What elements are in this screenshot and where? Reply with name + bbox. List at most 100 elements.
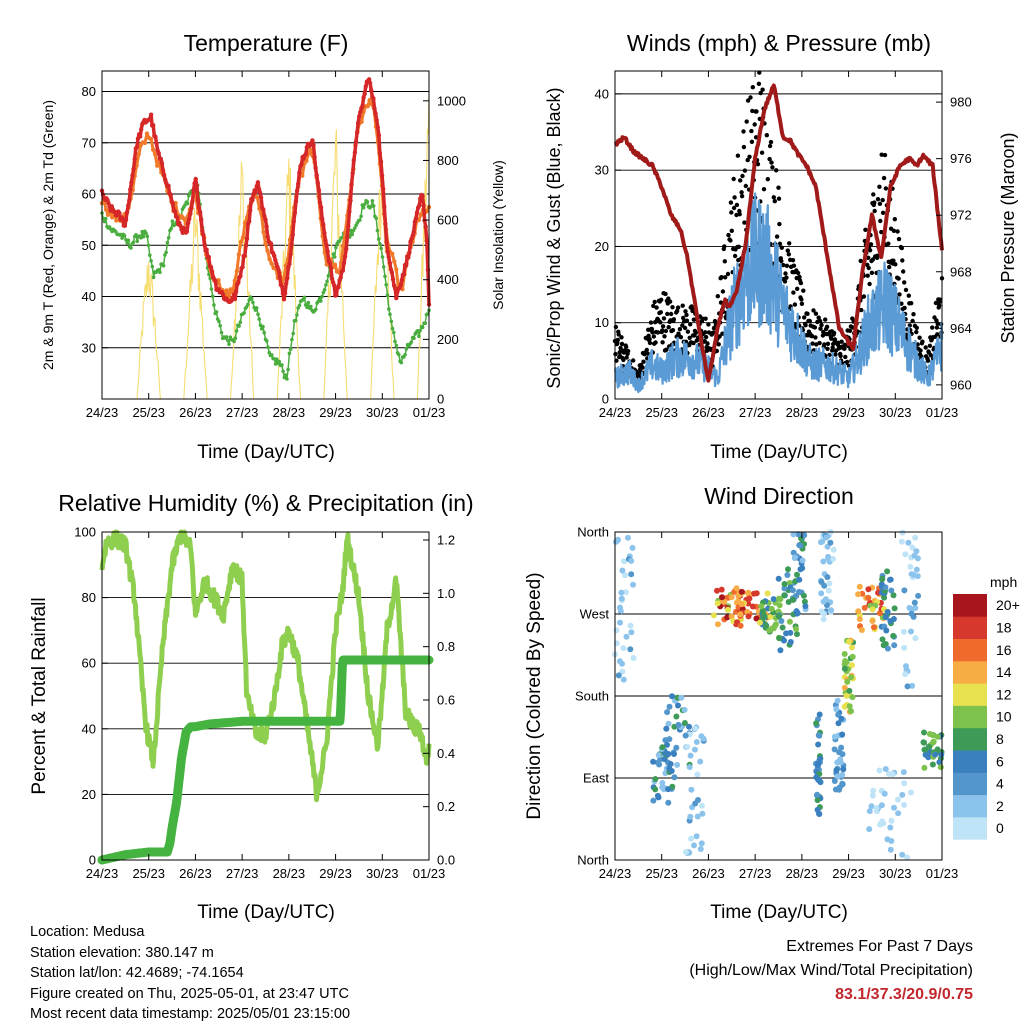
direction-point xyxy=(876,767,883,774)
temp-2m-point xyxy=(313,165,318,171)
extremes-subtitle: (High/Low/Max Wind/Total Precipitation) xyxy=(689,962,973,979)
direction-point xyxy=(760,611,767,618)
direction-point xyxy=(773,621,779,628)
humidity-ytick-label: 80 xyxy=(82,590,96,605)
temp-9m-point xyxy=(150,147,156,152)
direction-point xyxy=(797,542,804,549)
gust-point xyxy=(684,312,689,318)
temp-2m-point xyxy=(281,297,287,302)
temp-2m-point xyxy=(317,200,323,205)
temp-2m-point xyxy=(138,134,143,139)
direction-point xyxy=(791,554,798,561)
gust-point xyxy=(818,326,823,331)
temp-2m-point xyxy=(289,242,294,247)
direction-point xyxy=(794,571,800,578)
gust-point xyxy=(870,257,876,262)
temp-2m-point xyxy=(420,193,425,199)
direction-point xyxy=(856,616,863,623)
dewpoint-point xyxy=(257,317,262,321)
direction-point xyxy=(846,638,852,645)
gust-point xyxy=(700,316,705,321)
direction-point xyxy=(698,733,705,740)
temp-9m-point xyxy=(255,195,260,200)
humidity-ytick-label: 60 xyxy=(82,656,96,671)
gust-point xyxy=(805,311,810,316)
temp-9m-point xyxy=(238,239,244,245)
gust-point xyxy=(867,248,873,253)
gust-point xyxy=(720,331,725,336)
direction-point xyxy=(683,849,689,856)
direction-point xyxy=(698,840,705,847)
winds-xtick-label: 30/23 xyxy=(879,405,912,420)
temp-2m-point xyxy=(238,273,243,279)
direction-point xyxy=(697,846,704,852)
legend-swatch xyxy=(953,683,987,706)
direction-point xyxy=(849,662,855,669)
gust-point xyxy=(661,316,667,321)
gust-point xyxy=(829,336,834,341)
gust-point xyxy=(899,301,904,306)
direction-point xyxy=(815,762,821,769)
temp-2m-point xyxy=(131,166,136,172)
temp-2m-point xyxy=(355,120,361,126)
direction-point xyxy=(921,729,927,736)
direction-point xyxy=(693,739,700,745)
direction-point xyxy=(834,773,841,780)
dewpoint-point xyxy=(349,228,353,233)
gust-point xyxy=(662,334,667,339)
winds-xtick-label: 27/23 xyxy=(739,405,772,420)
temp-2m-point xyxy=(410,233,415,238)
dewpoint-point xyxy=(242,311,246,315)
humidity-ytick-label: 0 xyxy=(89,853,96,868)
direction-point xyxy=(830,546,837,553)
gust-point xyxy=(821,329,826,335)
gust-point xyxy=(705,341,710,346)
gust-point xyxy=(830,345,835,350)
humidity-xtick-label: 25/23 xyxy=(132,866,165,881)
temp-2m-point xyxy=(320,216,325,222)
extremes-values: 83.1/37.3/20.9/0.75 xyxy=(835,986,973,1003)
temp-9m-point xyxy=(240,235,246,240)
gust-point xyxy=(767,156,772,162)
temperature-ytick-right-label: 800 xyxy=(437,153,459,168)
direction-point xyxy=(688,786,695,793)
direction-point xyxy=(844,678,851,685)
temp-2m-point xyxy=(303,152,308,157)
gust-point xyxy=(729,210,734,215)
winds-xtick-label: 26/23 xyxy=(692,405,725,420)
direction-point xyxy=(757,619,763,626)
gust-point xyxy=(861,294,867,299)
dewpoint-point xyxy=(249,296,254,301)
temp-2m-point xyxy=(172,209,178,214)
direction-point xyxy=(766,627,773,634)
dewpoint-point xyxy=(219,330,224,335)
legend-swatch xyxy=(953,817,987,840)
temp-2m-point xyxy=(325,249,330,254)
gust-point xyxy=(791,290,796,295)
direction-point xyxy=(666,703,673,710)
gust-point xyxy=(914,325,919,330)
humidity-axes: 0 20 40 60 80 100 0.0 0.2 0.4 0.6 0.8 1.0 1.2 24/23 25… xyxy=(74,525,455,882)
direction-point xyxy=(663,725,670,732)
direction-point xyxy=(913,566,920,573)
direction-point xyxy=(721,598,728,605)
gust-point xyxy=(798,280,804,286)
dewpoint-point xyxy=(317,296,322,301)
dewpoint-point xyxy=(144,231,148,235)
direction-point xyxy=(664,709,671,716)
direction-point xyxy=(869,792,876,799)
direction-point xyxy=(884,568,891,575)
dewpoint-point xyxy=(381,265,386,269)
dewpoint-point xyxy=(363,202,367,206)
direction-point xyxy=(781,581,788,587)
direction-point xyxy=(671,774,678,781)
gust-point xyxy=(756,81,762,87)
gust-point xyxy=(680,323,685,328)
direction-point xyxy=(891,642,898,649)
direction-point xyxy=(899,529,906,536)
gust-point xyxy=(810,341,815,346)
direction-point xyxy=(888,838,895,844)
direction-point xyxy=(624,534,631,541)
temp-2m-point xyxy=(288,252,293,257)
